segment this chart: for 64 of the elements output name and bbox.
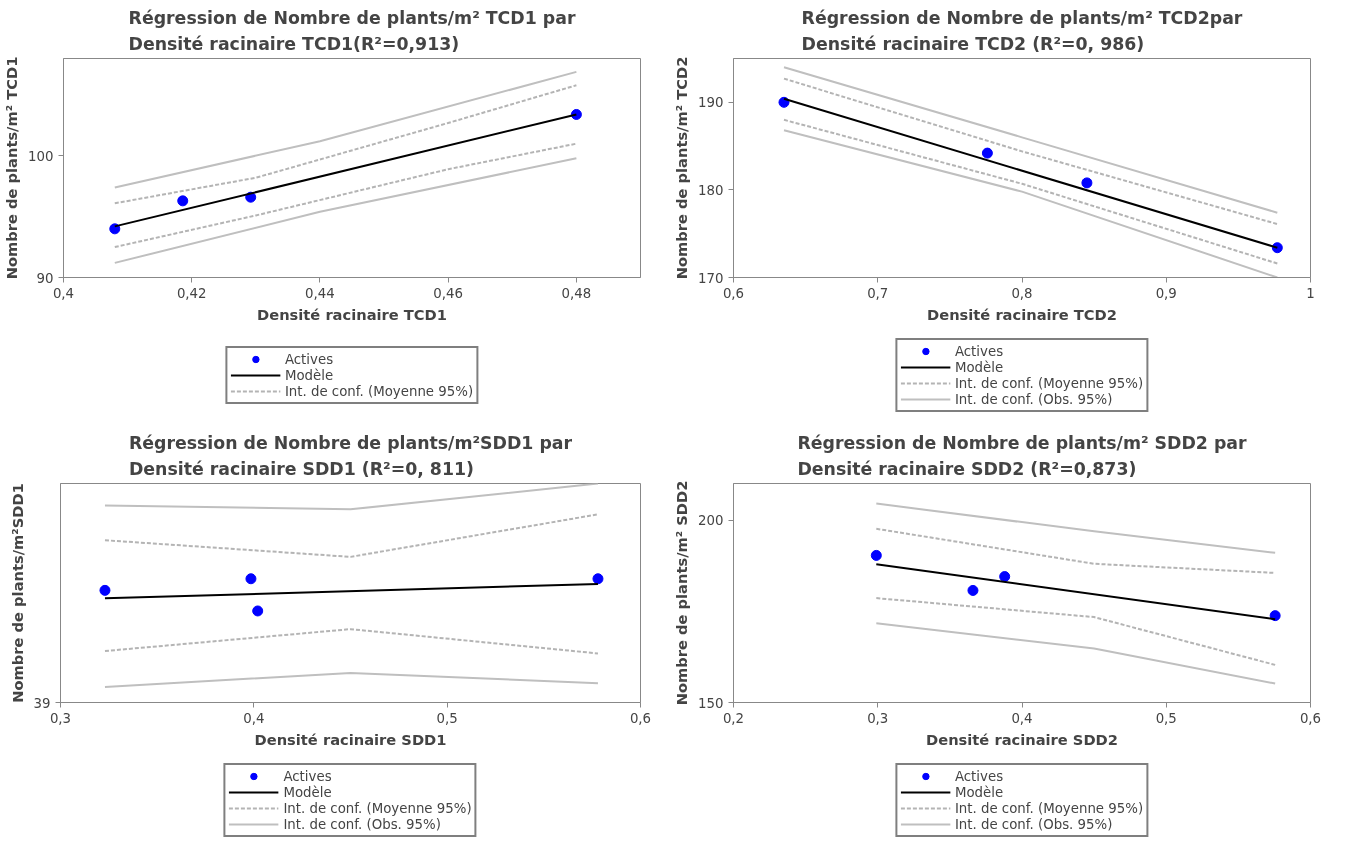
y-axis-title: Nombre de plants/m²SDD1 xyxy=(8,483,26,703)
y-tick-label: 170 xyxy=(698,270,724,286)
x-tick-label: 0,9 xyxy=(1155,285,1177,301)
legend-label: Int. de conf. (Moyenne 95%) xyxy=(283,800,472,816)
line-series xyxy=(113,84,578,205)
chart-title: Régression de Nombre de plants/m² SDD2 par Densité racinaire SDD2 (R²=0,873) xyxy=(797,432,1248,479)
chart-title: Régression de Nombre de plants/m²SDD1 par Densité racinaire SDD1 (R²=0, 811) xyxy=(128,432,573,479)
x-tick-label: 0,4 xyxy=(1011,710,1033,726)
point xyxy=(177,195,189,207)
x-tick-label: 0,3 xyxy=(867,710,889,726)
x-tick-label: 0,6 xyxy=(1299,710,1322,726)
x-axis-title: Densité racinaire SDD2 xyxy=(926,730,1118,748)
chart-title: Régression de Nombre de plants/m² TCD1 par Densité racinaire TCD1(R²=0,913) xyxy=(128,7,576,54)
x-tick-label: 0,2 xyxy=(722,710,745,726)
legend-label: Int. de conf. (Moyenne 95%) xyxy=(284,383,474,399)
y-tick-label: 200 xyxy=(698,513,724,528)
y-tick-label: 190 xyxy=(698,95,724,111)
point xyxy=(967,584,979,596)
legend-label: Actives xyxy=(954,768,1004,784)
x-tick-label: 0,3 xyxy=(49,710,72,726)
y-tick-label: 150 xyxy=(698,695,724,711)
y-axis-title: Nombre de plants/m² TCD1 xyxy=(3,56,21,280)
chart-title: Régression de Nombre de plants/m² TCD2par Densité racinaire TCD2 (R²=0, 986) xyxy=(801,7,1243,54)
x-tick-label: 0,5 xyxy=(1155,710,1177,726)
point xyxy=(999,571,1011,583)
y-tick-label: 90 xyxy=(36,270,54,286)
point xyxy=(109,223,121,235)
legend-label: Modèle xyxy=(283,784,332,800)
x-tick-label: 0,44 xyxy=(305,285,335,301)
x-tick-label: 0,6 xyxy=(722,285,745,301)
x-tick-label: 0,8 xyxy=(1011,285,1033,301)
x-tick-label: 0,5 xyxy=(436,710,458,726)
x-tick-label: 0,6 xyxy=(629,710,652,726)
legend-label: Int. de conf. (Obs. 95%) xyxy=(954,816,1113,832)
x-axis-title: Densité racinaire TCD1 xyxy=(257,305,447,323)
x-tick-label: 0,48 xyxy=(561,285,592,301)
legend-label: Actives xyxy=(284,351,334,367)
legend-label: Int. de conf. (Obs. 95%) xyxy=(283,816,441,832)
x-tick-label: 0,7 xyxy=(867,285,889,301)
point xyxy=(1269,610,1281,622)
point xyxy=(870,549,882,561)
text: 39 xyxy=(33,695,51,711)
point xyxy=(1081,177,1093,189)
legend-label: Int. de conf. (Moyenne 95%) xyxy=(954,375,1144,391)
legend-label: Actives xyxy=(954,343,1004,359)
y-axis-title: Nombre de plants/m² SDD2 xyxy=(673,480,691,706)
x-tick-label: 0,46 xyxy=(433,285,464,301)
point xyxy=(981,147,993,159)
legend-label: Modèle xyxy=(954,784,1004,800)
legend-label: Modèle xyxy=(954,359,1004,375)
y-tick-label: 100 xyxy=(28,148,54,164)
y-tick-label: 180 xyxy=(698,182,724,198)
legend-label: Actives xyxy=(283,768,332,784)
x-tick-label: 1 xyxy=(1306,285,1315,301)
legend-label: Int. de conf. (Moyenne 95%) xyxy=(954,800,1144,816)
x-tick-label: 0,42 xyxy=(176,285,207,301)
x-tick-label: 0,4 xyxy=(52,285,75,301)
x-axis-title: Densité racinaire TCD2 xyxy=(927,305,1117,323)
y-axis-title: Nombre de plants/m² TCD2 xyxy=(673,56,691,280)
x-axis-title: Densité racinaire SDD1 xyxy=(254,730,447,748)
line-series xyxy=(113,142,578,249)
legend-label: Int. de conf. (Obs. 95%) xyxy=(954,391,1113,407)
x-tick-label: 0,4 xyxy=(243,710,265,726)
legend-label: Modèle xyxy=(284,367,334,383)
